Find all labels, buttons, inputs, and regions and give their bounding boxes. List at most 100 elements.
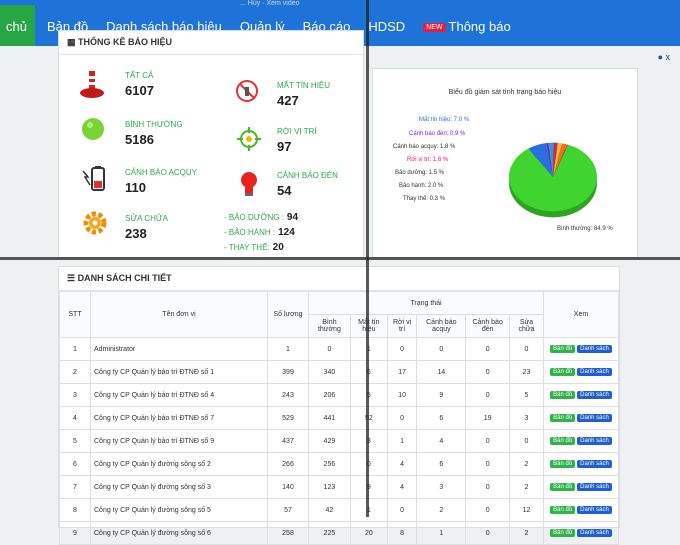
list-button[interactable]: Danh sách	[577, 368, 612, 376]
maint-row: - BẢO DƯỠNG :94	[224, 209, 298, 224]
chart-panel: Biểu đồ giám sát tình trạng báo hiệu Mất…	[372, 68, 638, 258]
nav-help[interactable]: HDSD	[368, 19, 406, 34]
list-button[interactable]: Danh sách	[577, 414, 612, 422]
cell-stt: 1	[59, 337, 91, 361]
slice-label-battery: Cảnh báo acquy: 1.8 %	[393, 144, 456, 150]
cell-status-value: 256	[308, 452, 351, 476]
stats-panel-title: THỐNG KÊ BÁO HIỆU	[78, 37, 173, 47]
cell-status-value: 1	[416, 521, 467, 545]
col-lamp: Cảnh báo đèn	[465, 314, 510, 338]
warranty-row: - BẢO HÀNH :124	[224, 224, 298, 239]
list-button[interactable]: Danh sách	[577, 529, 612, 537]
green-circle-icon	[82, 118, 104, 140]
user-menu[interactable]: ● x	[657, 52, 671, 62]
map-button[interactable]: Bản đồ	[550, 460, 576, 468]
cell-qty: 266	[267, 452, 309, 476]
table-row: 9 Công ty CP Quản lý đường sông số 6 258 22…	[59, 521, 619, 545]
nav-notifications-label: Thông báo	[448, 19, 511, 34]
stats-panel: ▦ THỐNG KÊ BÁO HIỆU TẤT CẢ 6107 MẤT TÍN …	[58, 30, 364, 258]
cell-unit: Công ty CP Quản lý đường sông số 2	[90, 452, 268, 476]
cell-status-value: 429	[308, 429, 351, 453]
cell-status-value: 340	[308, 360, 351, 384]
list-button[interactable]: Danh sách	[577, 391, 612, 399]
map-button[interactable]: Bản đồ	[550, 391, 576, 399]
stat-battery-value: 110	[125, 180, 146, 195]
cell-stt: 8	[59, 498, 91, 522]
cell-status-value: 0	[465, 498, 510, 522]
map-button[interactable]: Bản đồ	[550, 414, 576, 422]
cell-unit: Công ty CP Quản lý đường sông số 3	[90, 475, 268, 499]
cell-status-value: 225	[308, 521, 351, 545]
map-button[interactable]: Bản đồ	[550, 437, 576, 445]
replace-label: - THAY THẾ:	[224, 243, 270, 252]
cell-actions: Bản đồ Danh sách	[543, 475, 619, 499]
cell-actions: Bản đồ Danh sách	[543, 521, 619, 545]
list-button[interactable]: Danh sách	[577, 483, 612, 491]
chart-title: Biểu đồ giám sát tình trạng báo hiệu	[448, 89, 562, 96]
slice-label-drift: Rời vị trí: 1.6 %	[407, 157, 449, 163]
warranty-value: 124	[278, 227, 295, 238]
no-signal-icon	[236, 80, 258, 102]
stat-drift-value: 97	[277, 139, 292, 154]
cell-unit: Công ty CP Quản lý bảo trì ĐTNĐ số 1	[90, 360, 268, 384]
col-repair: Sửa chữa	[508, 314, 545, 338]
col-normal: Bình thường	[308, 314, 351, 338]
cell-status-value: 17	[386, 360, 418, 384]
stat-lost-label: MẤT TÍN HIỆU	[277, 81, 331, 90]
col-battery: Cảnh báo acquy	[416, 314, 467, 338]
cell-status-value: 2	[416, 498, 467, 522]
stat-drift-label: RỜI VỊ TRÍ	[277, 127, 317, 136]
table-row: 2 Công ty CP Quản lý bảo trì ĐTNĐ số 1 399…	[59, 360, 619, 384]
cell-stt: 2	[59, 360, 91, 384]
cell-status-value: 6	[416, 452, 467, 476]
pie-slice	[553, 142, 558, 177]
pie-slice	[548, 142, 554, 177]
cell-status-value: 9	[416, 383, 467, 407]
list-button[interactable]: Danh sách	[577, 506, 612, 514]
pie-slice	[553, 144, 569, 177]
repair-breakdown: - BẢO DƯỠNG :94 - BẢO HÀNH :124 - THAY T…	[224, 209, 298, 254]
detail-panel: ☰ DANH SÁCH CHI TIẾT STT Tên đơn vị Số l…	[58, 266, 620, 545]
nav-notifications[interactable]: NEW Thông báo	[423, 19, 511, 46]
nav-home[interactable]: chủ	[0, 5, 35, 46]
cell-qty: 529	[267, 406, 309, 430]
cell-actions: Bản đồ Danh sách	[543, 360, 619, 384]
map-button[interactable]: Bản đồ	[550, 506, 576, 514]
list-icon: ☰	[67, 273, 76, 283]
cell-status-value: 20	[349, 521, 388, 545]
map-button[interactable]: Bản đồ	[550, 529, 576, 537]
cell-status-value: 14	[416, 360, 467, 384]
stat-lamp: CẢNH BÁO ĐÈN 54	[277, 171, 338, 198]
cell-qty: 140	[267, 475, 309, 499]
detail-table: STT Tên đơn vị Số lượng Trạng thái Xem B…	[59, 291, 619, 545]
map-button[interactable]: Bản đồ	[550, 368, 576, 376]
battery-warning-icon	[82, 166, 105, 191]
cell-stt: 4	[59, 406, 91, 430]
list-button[interactable]: Danh sách	[577, 345, 612, 353]
table-row: 5 Công ty CP Quản lý bảo trì ĐTNĐ số 9 437…	[59, 429, 619, 453]
stat-normal-label: BÌNH THƯỜNG	[125, 120, 183, 129]
cell-actions: Bản đồ Danh sách	[543, 406, 619, 430]
cell-status-value: 8	[386, 521, 418, 545]
cell-status-value: 0	[308, 337, 351, 361]
user-name: x	[665, 52, 671, 62]
pie-slice	[528, 143, 553, 177]
cell-status-value: 123	[308, 475, 351, 499]
slice-label-normal: Bình thường: 84.9 %	[557, 226, 613, 232]
cell-status-value: 4	[416, 429, 467, 453]
cell-status-value: 12	[508, 498, 545, 522]
gear-icon	[83, 211, 107, 235]
cell-status-value: 23	[508, 360, 545, 384]
cell-actions: Bản đồ Danh sách	[543, 337, 619, 361]
cell-status-value: 42	[308, 498, 351, 522]
cell-status-value: 0	[465, 383, 510, 407]
slice-label-warranty: Bảo hành: 2.0 %	[399, 183, 444, 189]
cell-qty: 437	[267, 429, 309, 453]
list-button[interactable]: Danh sách	[577, 460, 612, 468]
map-button[interactable]: Bản đồ	[550, 483, 576, 491]
list-button[interactable]: Danh sách	[577, 437, 612, 445]
detail-panel-header: ☰ DANH SÁCH CHI TIẾT	[59, 267, 619, 291]
map-button[interactable]: Bản đồ	[550, 345, 576, 353]
cell-status-value: 0	[465, 475, 510, 499]
